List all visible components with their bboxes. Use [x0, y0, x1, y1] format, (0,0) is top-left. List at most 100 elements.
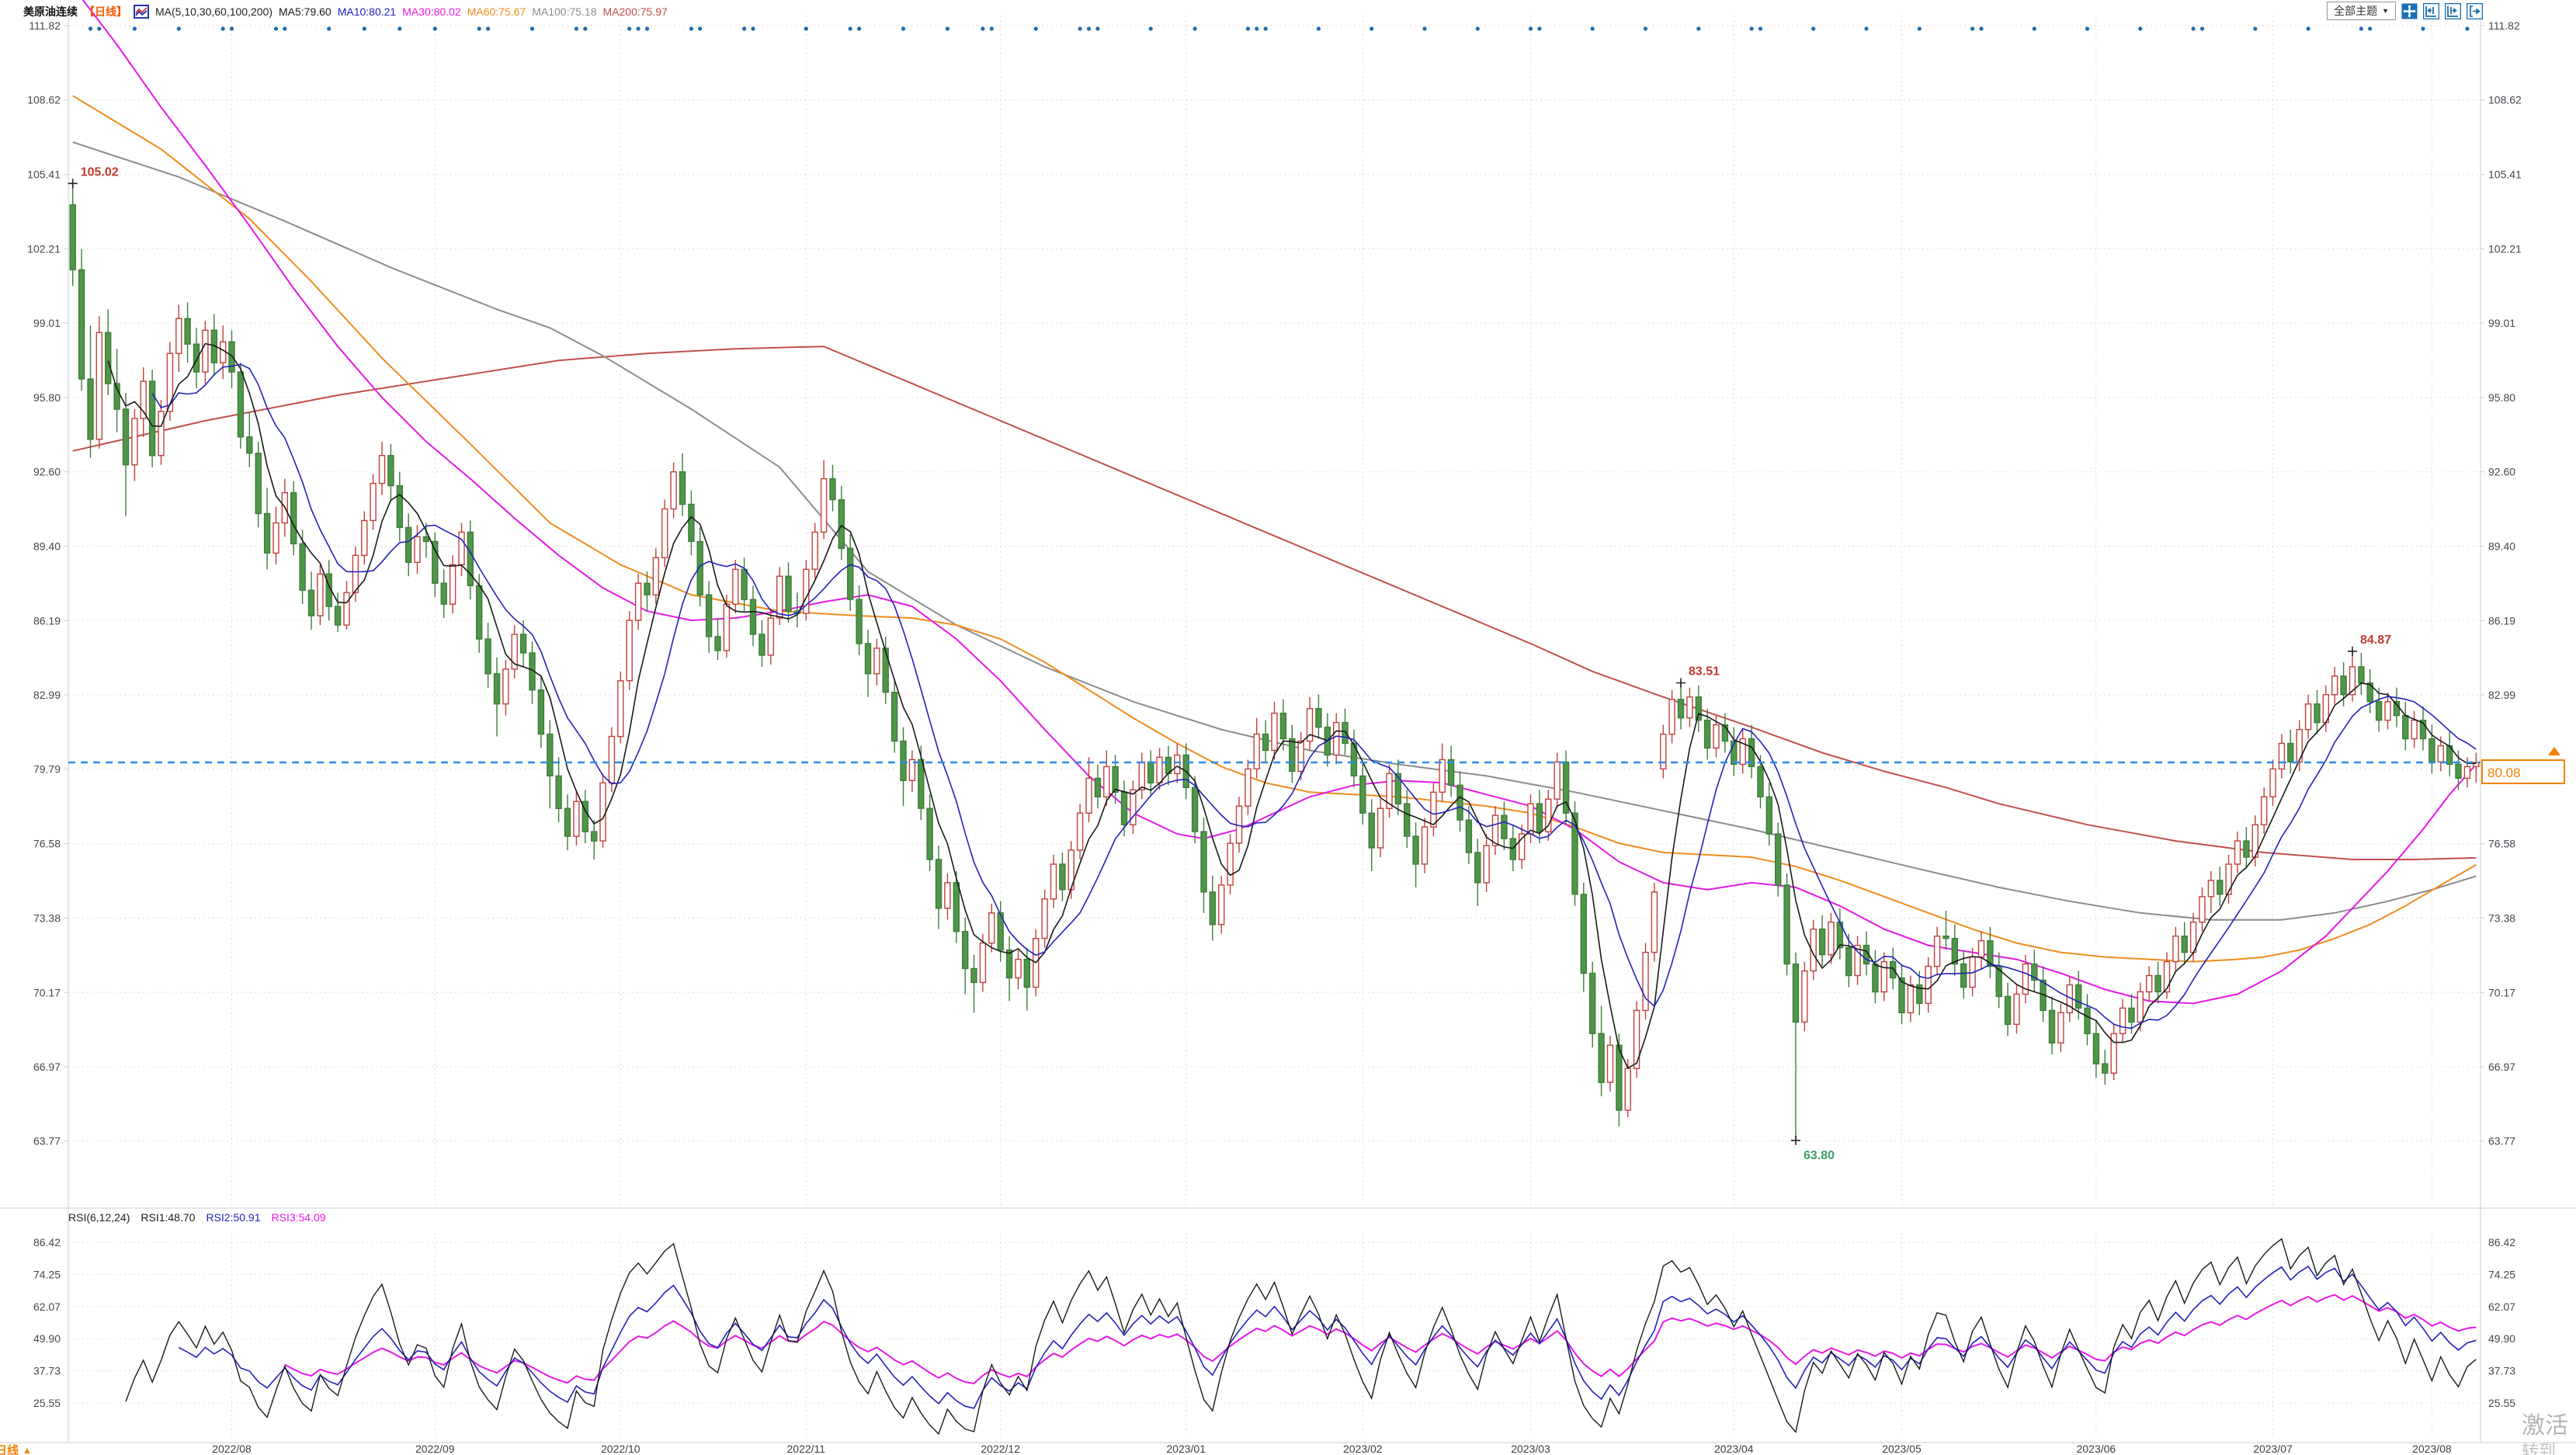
event-dot[interactable] — [945, 26, 950, 31]
event-dot[interactable] — [1422, 26, 1427, 31]
rsi3-value-label: RSI3:54.09 — [271, 1211, 326, 1224]
instrument-name: 美原油连续 — [23, 5, 78, 18]
event-dot[interactable] — [1033, 26, 1038, 31]
event-dot[interactable] — [529, 26, 535, 31]
event-dot[interactable] — [2085, 26, 2090, 31]
event-dot[interactable] — [1086, 26, 1092, 31]
event-dot[interactable] — [432, 26, 437, 31]
candle-body — [1677, 699, 1685, 719]
extreme-price-label: 105.02 — [81, 165, 119, 179]
event-dot[interactable] — [848, 26, 852, 31]
event-dot[interactable] — [2191, 26, 2196, 31]
scale-left-axis-icon[interactable] — [2422, 2, 2439, 19]
event-dot[interactable] — [1263, 26, 1268, 31]
event-dot[interactable] — [989, 26, 994, 31]
event-dot[interactable] — [1078, 26, 1082, 31]
event-dot[interactable] — [742, 26, 747, 31]
event-dot[interactable] — [1758, 26, 1763, 31]
event-dot[interactable] — [176, 26, 181, 31]
candle-body — [1289, 738, 1296, 773]
event-dot[interactable] — [644, 26, 650, 31]
event-dot[interactable] — [2138, 26, 2143, 31]
event-dot[interactable] — [362, 26, 366, 31]
event-dot[interactable] — [2421, 26, 2425, 31]
event-dot[interactable] — [2465, 26, 2470, 31]
event-dot[interactable] — [901, 26, 906, 31]
event-dot[interactable] — [132, 26, 137, 31]
event-dot[interactable] — [627, 26, 632, 31]
event-dot[interactable] — [1811, 26, 1816, 31]
event-dot[interactable] — [1095, 26, 1100, 31]
candle-body — [1412, 835, 1419, 865]
event-dot[interactable] — [1528, 26, 1533, 31]
event-dot[interactable] — [2359, 26, 2363, 31]
event-dot[interactable] — [2368, 26, 2373, 31]
event-dot[interactable] — [273, 26, 279, 31]
event-dot[interactable] — [1316, 26, 1321, 31]
event-dot[interactable] — [97, 26, 102, 31]
extreme-price-label: 63.80 — [1804, 1149, 1835, 1162]
candle-body — [2217, 880, 2224, 895]
event-dot[interactable] — [804, 26, 808, 31]
candle-body — [2473, 762, 2480, 768]
candle-body — [1306, 708, 1314, 742]
event-dot[interactable] — [2253, 26, 2258, 31]
time-axis-label: 2022/10 — [601, 1443, 641, 1455]
event-dot[interactable] — [220, 26, 225, 31]
event-dot[interactable] — [1979, 26, 1984, 31]
event-dot[interactable] — [283, 26, 287, 31]
event-dot[interactable] — [583, 26, 588, 31]
event-dot[interactable] — [1255, 26, 1259, 31]
event-dot[interactable] — [327, 26, 332, 31]
event-dot[interactable] — [1537, 26, 1542, 31]
event-dot[interactable] — [1917, 26, 1922, 31]
price-axis-label: 66.97 — [2488, 1061, 2515, 1073]
candle-body — [2463, 766, 2471, 780]
event-dot[interactable] — [486, 26, 491, 31]
candle-body — [502, 668, 509, 705]
shift-chart-right-icon[interactable] — [2466, 2, 2483, 19]
event-dot[interactable] — [229, 26, 234, 31]
line-chart-icon — [134, 5, 149, 19]
event-dot[interactable] — [981, 26, 985, 31]
event-dot[interactable] — [2199, 26, 2205, 31]
period-selector-label: 日线 — [0, 1444, 19, 1455]
event-dot[interactable] — [636, 26, 641, 31]
event-dot[interactable] — [1245, 26, 1250, 31]
period-selector[interactable]: 日线 ▲ — [0, 1442, 32, 1455]
candle-body — [2207, 880, 2215, 898]
event-dot[interactable] — [1370, 26, 1374, 31]
price-axis-label: 70.17 — [2488, 986, 2515, 998]
event-dot[interactable] — [1864, 26, 1869, 31]
event-dot[interactable] — [2032, 26, 2036, 31]
candle-body — [2402, 714, 2409, 740]
rsi-axis-label: 62.07 — [2488, 1300, 2515, 1313]
event-dot[interactable] — [1148, 26, 1153, 31]
event-dots[interactable] — [88, 26, 2470, 31]
event-dot[interactable] — [1590, 26, 1595, 31]
event-dot[interactable] — [1643, 26, 1648, 31]
event-dot[interactable] — [751, 26, 755, 31]
candle-body — [1951, 937, 1959, 965]
candle-body — [493, 673, 501, 705]
candle-body — [2243, 840, 2250, 858]
candle-body — [290, 491, 297, 545]
event-dot[interactable] — [477, 26, 481, 31]
event-dot[interactable] — [698, 26, 703, 31]
event-dot[interactable] — [1749, 26, 1754, 31]
crosshair-icon[interactable] — [2401, 2, 2418, 19]
event-dot[interactable] — [574, 26, 579, 31]
scale-right-axis-icon[interactable] — [2444, 2, 2461, 19]
theme-dropdown[interactable]: 全部主题 ▼ — [2327, 2, 2396, 20]
event-dot[interactable] — [1970, 26, 1975, 31]
event-dot[interactable] — [689, 26, 694, 31]
event-dot[interactable] — [857, 26, 862, 31]
event-dot[interactable] — [1696, 26, 1701, 31]
event-dot[interactable] — [1475, 26, 1480, 31]
event-dot[interactable] — [88, 26, 93, 31]
event-dot[interactable] — [398, 26, 402, 31]
event-dot[interactable] — [1193, 26, 1197, 31]
event-dot[interactable] — [2306, 26, 2310, 31]
time-axis-label: 2022/12 — [981, 1443, 1020, 1455]
